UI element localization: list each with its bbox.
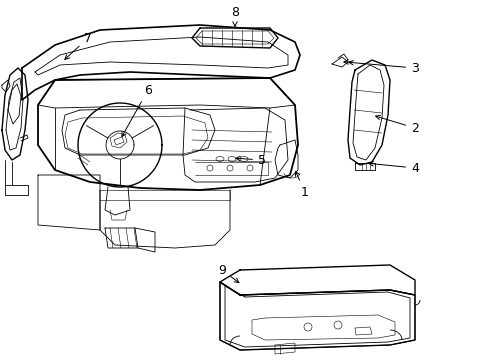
Text: 8: 8 [230, 6, 239, 26]
Text: 2: 2 [375, 115, 418, 135]
Text: 4: 4 [368, 162, 418, 175]
Text: 3: 3 [348, 60, 418, 75]
Text: 5: 5 [235, 153, 265, 166]
Text: 7: 7 [65, 31, 92, 59]
Text: 9: 9 [218, 264, 239, 283]
Text: 6: 6 [122, 84, 152, 137]
Text: 1: 1 [295, 171, 308, 198]
